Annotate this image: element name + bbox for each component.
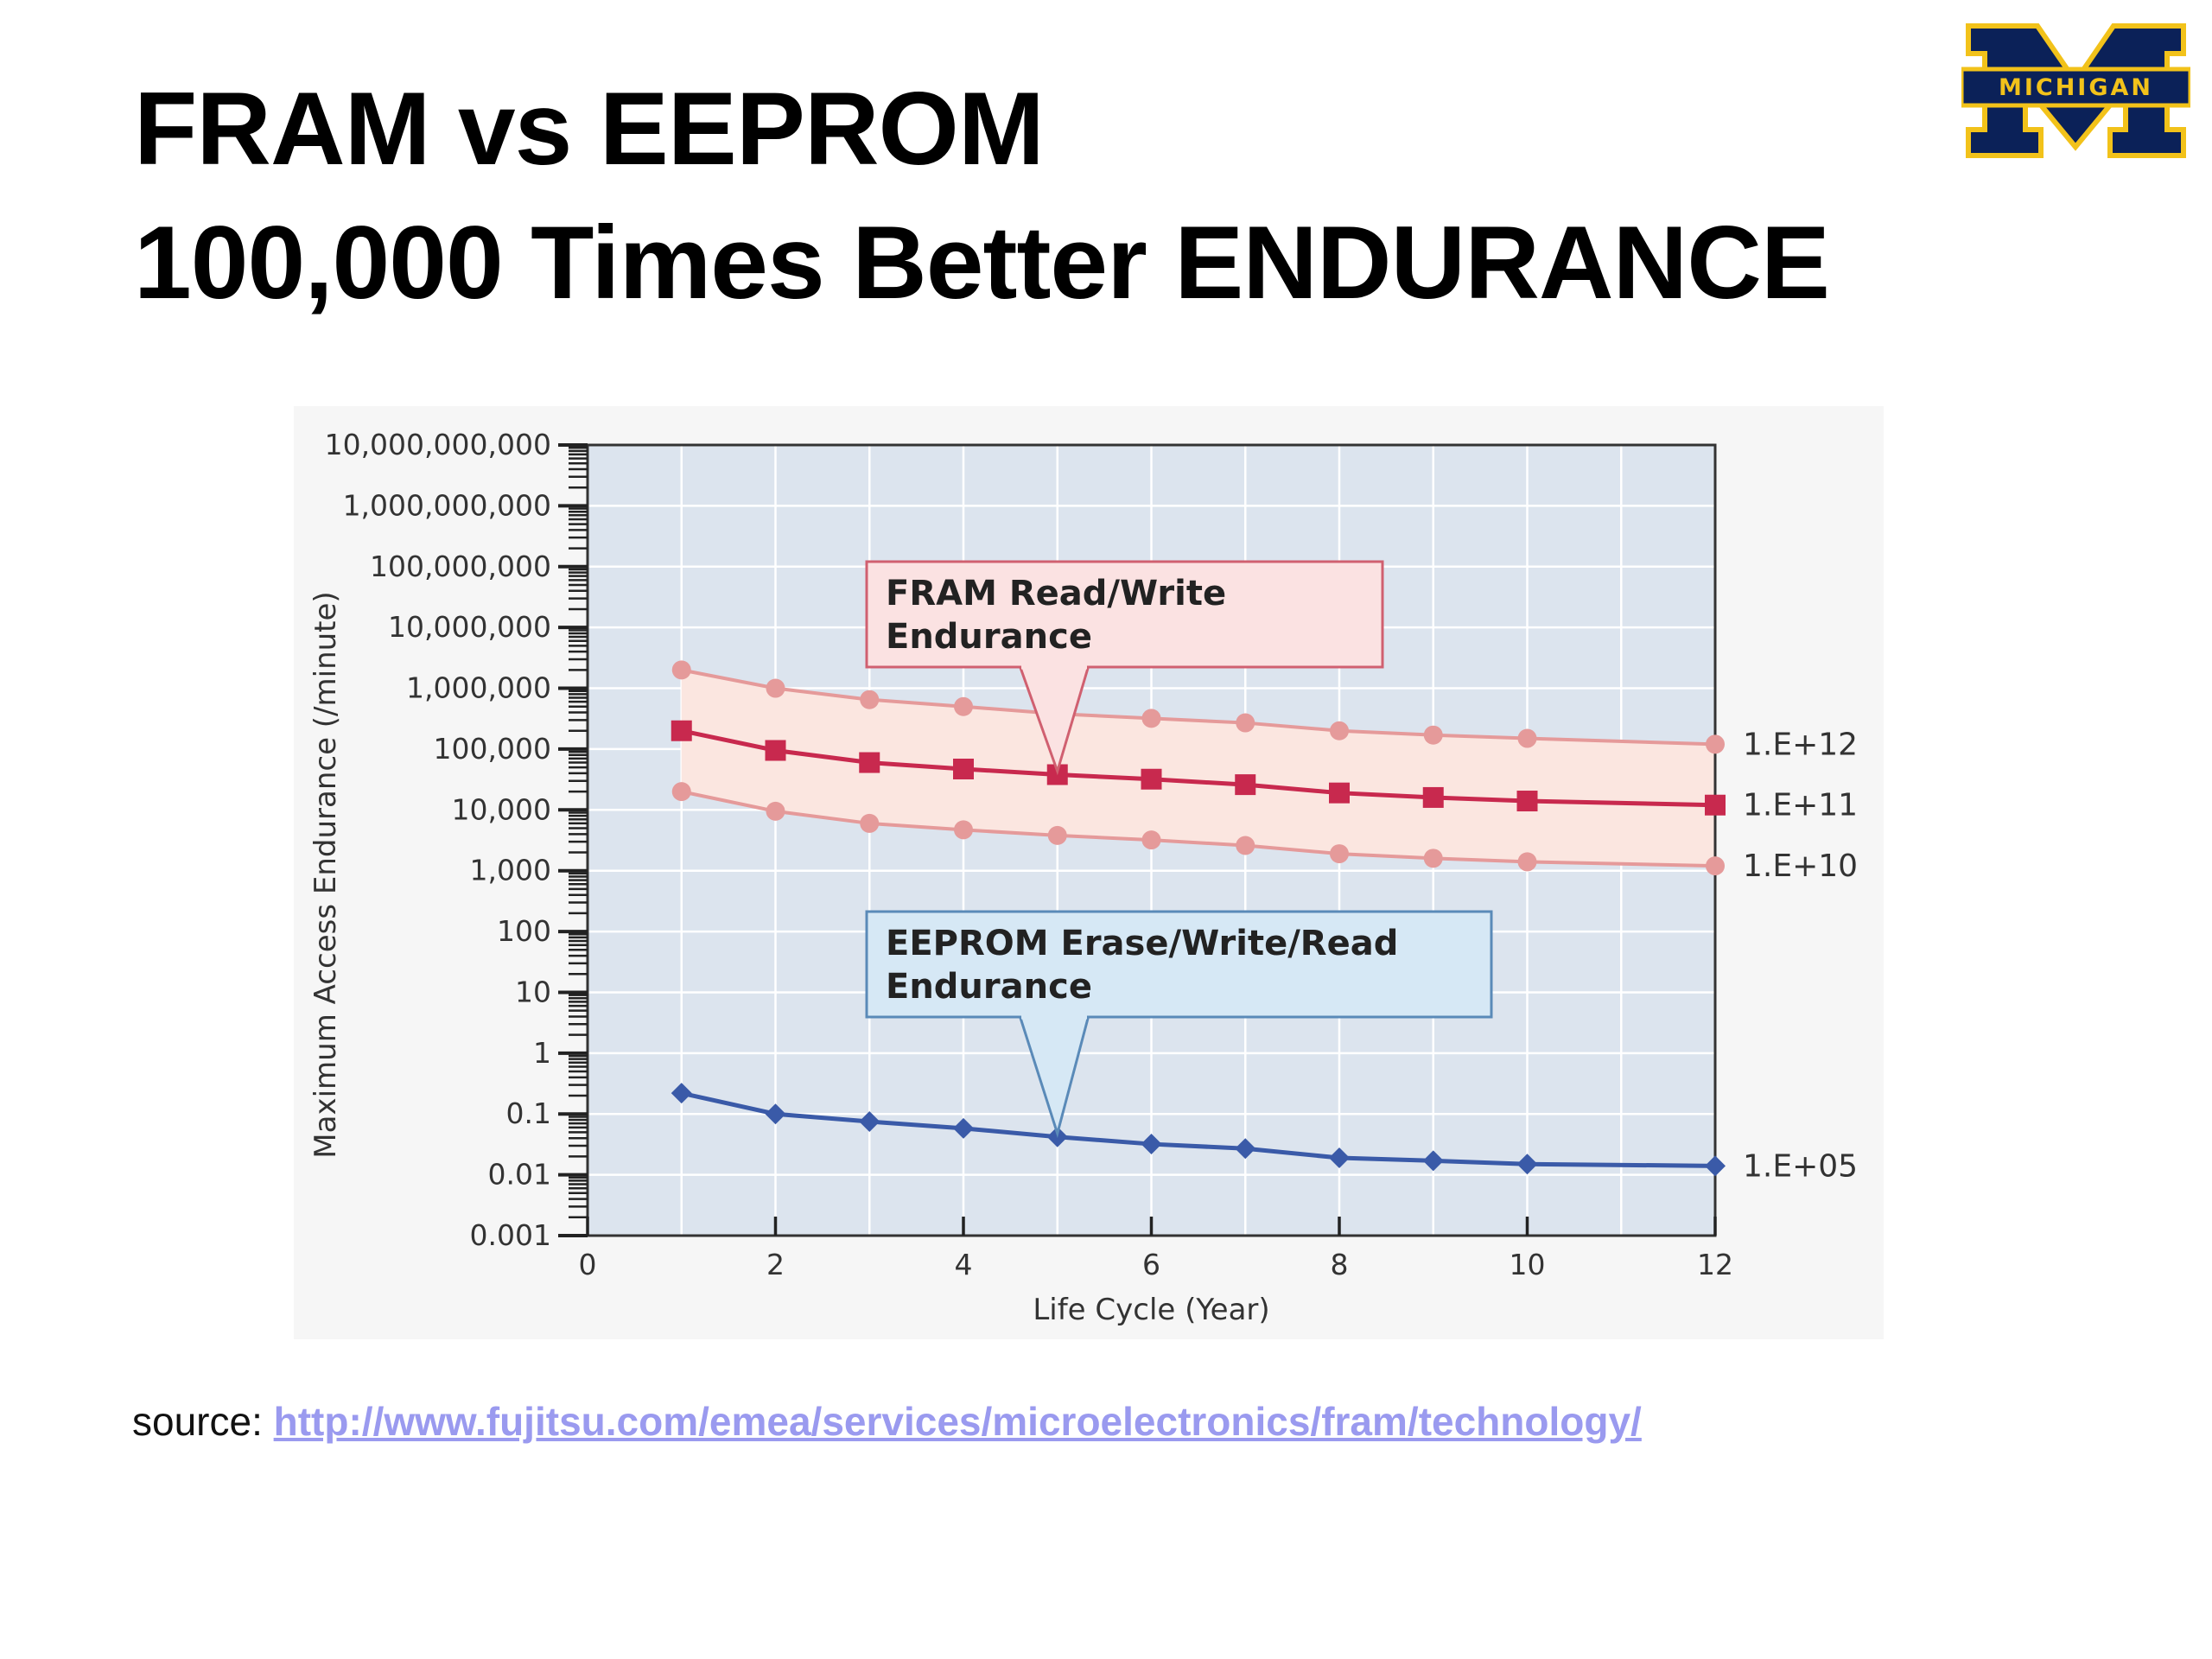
- y-tick-label: 1,000,000,000: [343, 488, 551, 522]
- y-tick-label: 10: [515, 975, 551, 1008]
- x-tick-label: 12: [1697, 1248, 1733, 1281]
- data-point-eeprom: [1422, 1150, 1444, 1172]
- michigan-logo: MICHIGAN: [1961, 23, 2190, 158]
- data-point-fram-lower: [1330, 844, 1349, 864]
- y-axis-title: Maximum Access Endurance (/minute): [308, 591, 343, 1158]
- data-point-fram-upper: [860, 690, 880, 709]
- slide-title: FRAM vs EEPROM 100,000 Times Better ENDU…: [134, 62, 1830, 330]
- data-point-fram-upper: [671, 660, 691, 680]
- data-point-eeprom: [859, 1111, 880, 1133]
- y-tick-label: 100: [497, 914, 551, 948]
- y-tick-label: 0.1: [506, 1096, 551, 1130]
- data-point-eeprom: [953, 1117, 974, 1139]
- fram-endurance-band: [681, 670, 1715, 867]
- data-point-fram-upper: [1330, 721, 1349, 741]
- data-point-eeprom: [1516, 1154, 1538, 1175]
- data-point-fram-lower: [860, 813, 880, 833]
- data-point-fram-main: [1422, 786, 1444, 808]
- data-point-fram-main: [1141, 768, 1162, 790]
- y-tick-label: 100,000,000: [370, 550, 551, 583]
- data-point-fram-lower: [1423, 849, 1443, 868]
- y-tick-label: 100,000: [434, 732, 551, 766]
- x-tick-label: 4: [955, 1248, 973, 1281]
- data-point-fram-lower: [954, 820, 973, 840]
- data-point-fram-upper: [1517, 728, 1537, 748]
- x-tick-label: 2: [766, 1248, 785, 1281]
- data-point-fram-upper: [1423, 725, 1443, 745]
- series-end-label: 1.E+10: [1743, 849, 1858, 884]
- y-tick-label: 1,000: [470, 854, 551, 887]
- data-point-fram-main: [1329, 782, 1350, 804]
- data-point-eeprom: [1329, 1147, 1350, 1168]
- x-tick-label: 6: [1142, 1248, 1160, 1281]
- data-point-fram-lower: [1047, 825, 1067, 845]
- logo-text: MICHIGAN: [1999, 74, 2153, 101]
- data-point-fram-main: [1705, 794, 1726, 816]
- source-label: source:: [132, 1399, 274, 1444]
- y-tick-label: 0.001: [470, 1218, 551, 1252]
- data-point-fram-main: [1235, 774, 1256, 796]
- callout-text-fram: FRAM Read/Write: [886, 574, 1226, 613]
- endurance-chart: 10,000,000,0001,000,000,000100,000,00010…: [294, 406, 1884, 1339]
- x-tick-label: 10: [1510, 1248, 1546, 1281]
- series-end-label: 1.E+12: [1743, 727, 1858, 762]
- data-point-fram-main: [859, 752, 880, 773]
- data-point-fram-main: [671, 720, 692, 741]
- data-point-fram-upper: [766, 678, 785, 698]
- data-point-fram-main: [953, 759, 974, 780]
- y-tick-label: 1,000,000: [406, 671, 551, 705]
- data-point-eeprom: [765, 1103, 786, 1125]
- data-point-fram-lower: [1141, 830, 1161, 850]
- slide-title-line-1: FRAM vs EEPROM: [134, 71, 1045, 187]
- y-tick-label: 1: [533, 1036, 551, 1070]
- data-point-eeprom: [671, 1083, 692, 1104]
- data-point-fram-upper: [954, 696, 973, 716]
- callout-box-fram: [865, 560, 1384, 669]
- data-point-fram-lower: [1706, 856, 1725, 876]
- y-tick-label: 0.01: [488, 1158, 551, 1192]
- data-point-fram-lower: [766, 801, 785, 821]
- series-end-label: 1.E+05: [1743, 1148, 1858, 1184]
- y-tick-label: 10,000,000: [388, 610, 551, 644]
- logo-banner: [1961, 67, 2190, 108]
- data-point-eeprom: [1141, 1134, 1162, 1155]
- data-point-fram-main: [1516, 791, 1538, 812]
- slide-title-line-2: 100,000 Times Better ENDURANCE: [134, 205, 1830, 321]
- data-point-fram-main: [765, 740, 786, 761]
- data-point-fram-upper: [1706, 734, 1725, 754]
- y-tick-label: 10,000,000,000: [325, 428, 551, 461]
- callout-text-fram: Endurance: [886, 617, 1092, 657]
- data-point-eeprom: [1235, 1138, 1256, 1160]
- data-point-eeprom: [1705, 1155, 1726, 1177]
- data-point-fram-lower: [1517, 852, 1537, 872]
- callout-box-eeprom: [865, 910, 1493, 1019]
- x-tick-label: 8: [1331, 1248, 1349, 1281]
- data-point-fram-upper: [1141, 709, 1161, 728]
- source-link[interactable]: http://www.fujitsu.com/emea/services/mic…: [273, 1399, 1642, 1444]
- callout-text-eeprom: EEPROM Erase/Write/Read: [886, 924, 1398, 963]
- x-axis-title: Life Cycle (Year): [1033, 1293, 1269, 1327]
- callout-text-eeprom: Endurance: [886, 967, 1092, 1007]
- series-end-label: 1.E+11: [1743, 788, 1858, 823]
- source-line: source: http://www.fujitsu.com/emea/serv…: [132, 1398, 1642, 1445]
- data-point-fram-upper: [1236, 713, 1255, 733]
- x-tick-label: 0: [579, 1248, 597, 1281]
- y-tick-label: 10,000: [452, 792, 551, 826]
- data-point-fram-lower: [671, 782, 691, 802]
- data-point-fram-lower: [1236, 836, 1255, 855]
